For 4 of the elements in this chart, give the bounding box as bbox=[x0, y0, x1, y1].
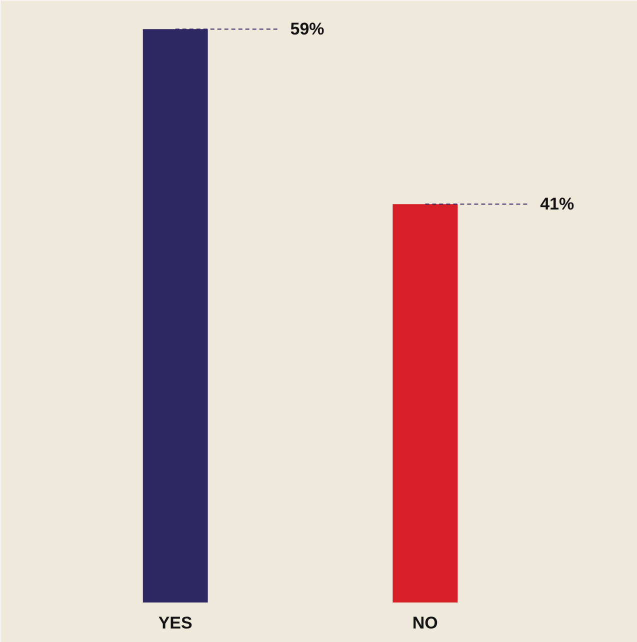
data-label: 59% bbox=[290, 20, 324, 39]
x-tick-label: NO bbox=[412, 614, 438, 632]
x-tick-label: YES bbox=[158, 614, 192, 632]
data-label: 41% bbox=[540, 194, 574, 214]
